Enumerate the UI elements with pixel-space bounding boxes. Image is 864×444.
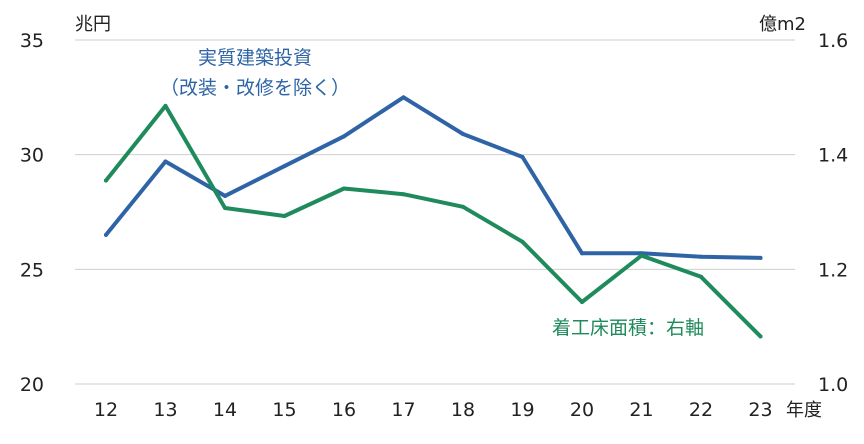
x-tick-label: 15 <box>272 399 296 421</box>
series-label-floor-area: 着工床面積：右軸 <box>552 317 704 339</box>
data-point-investment <box>461 132 465 137</box>
data-point-investment <box>580 251 584 256</box>
data-point-floor-area <box>461 204 465 209</box>
x-tick-label: 22 <box>689 399 713 421</box>
x-tick-label: 20 <box>570 399 594 421</box>
data-point-investment <box>699 254 703 259</box>
right-axis-unit-label: 億m2 <box>759 14 806 35</box>
series-line-floor-area <box>104 103 763 339</box>
data-point-floor-area <box>282 214 287 219</box>
x-tick-label: 17 <box>391 399 415 421</box>
data-point-floor-area <box>699 274 703 279</box>
data-point-floor-area <box>104 178 108 183</box>
data-point-floor-area <box>639 253 644 258</box>
right-axis: 1.0 1.2 1.4 1.6 <box>818 30 848 396</box>
data-point-investment <box>401 95 406 100</box>
data-point-investment <box>163 159 168 164</box>
left-tick-label: 20 <box>20 374 44 396</box>
left-tick-label: 30 <box>20 145 44 167</box>
left-tick-label: 35 <box>20 30 44 52</box>
series-label-investment-line1: 実質建築投資 <box>198 47 312 69</box>
right-tick-label: 1.6 <box>818 30 848 52</box>
x-tick-label: 13 <box>153 399 177 421</box>
left-axis-unit-label: 兆円 <box>75 14 111 35</box>
x-tick-label: 23 <box>748 399 772 421</box>
series-label-investment-line2: （改装・改修を除く） <box>160 77 350 99</box>
right-tick-label: 1.2 <box>818 259 848 281</box>
x-axis: 12 13 14 15 16 17 18 19 20 21 22 23 <box>94 399 773 421</box>
data-point-floor-area <box>520 239 525 244</box>
x-tick-label: 18 <box>451 399 475 421</box>
series-group <box>104 95 763 339</box>
data-point-investment <box>342 134 346 139</box>
x-tick-label: 16 <box>332 399 356 421</box>
x-axis-unit-label: 年度 <box>786 400 822 421</box>
x-tick-label: 21 <box>629 399 653 421</box>
data-point-investment <box>282 164 287 169</box>
data-point-floor-area <box>163 103 168 108</box>
data-point-floor-area <box>401 192 406 197</box>
x-tick-label: 14 <box>213 399 237 421</box>
left-tick-label: 25 <box>20 259 44 281</box>
data-point-investment <box>223 193 227 198</box>
data-point-investment <box>520 154 525 159</box>
right-tick-label: 1.0 <box>818 374 848 396</box>
right-tick-label: 1.4 <box>818 145 848 167</box>
data-point-floor-area <box>342 186 346 191</box>
left-axis: 20 25 30 35 <box>20 30 44 396</box>
x-tick-label: 12 <box>94 399 118 421</box>
data-point-investment <box>758 255 763 260</box>
data-point-floor-area <box>758 334 763 339</box>
x-tick-label: 19 <box>510 399 534 421</box>
data-point-floor-area <box>580 300 584 305</box>
data-point-floor-area <box>223 205 227 210</box>
series-line-investment <box>104 95 763 260</box>
data-point-investment <box>104 232 108 237</box>
